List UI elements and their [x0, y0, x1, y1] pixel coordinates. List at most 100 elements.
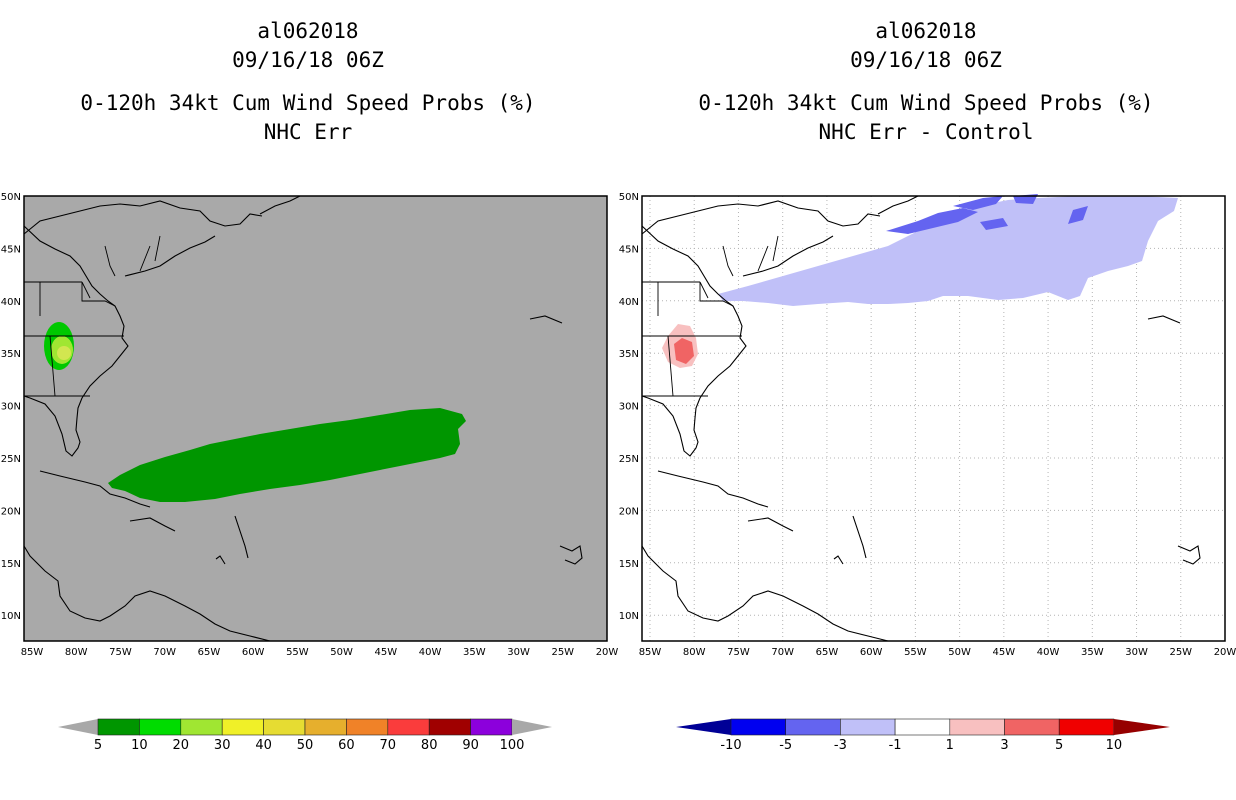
right-borders — [642, 235, 779, 397]
left-product-block: 0-120h 34kt Cum Wind Speed Probs (%) NHC… — [8, 89, 608, 147]
lat-label: 40N — [1, 297, 21, 308]
lat-label: 45N — [619, 244, 639, 255]
lat-label: 35N — [619, 349, 639, 360]
colorbar-label: -1 — [889, 738, 902, 753]
colorbar-label: 1 — [946, 738, 954, 753]
colorbar-label: 50 — [297, 738, 314, 753]
lat-label: 50N — [619, 192, 639, 203]
diff-negative-light — [718, 196, 1178, 306]
colorbar-swatch — [97, 718, 140, 736]
lon-label: 85W — [21, 647, 44, 658]
right-storm-id: al062018 — [875, 19, 977, 43]
lat-label: 20N — [1, 506, 21, 517]
lat-label: 15N — [1, 559, 21, 570]
lon-label: 20W — [596, 647, 618, 658]
colorbar-swatch — [785, 718, 841, 736]
left-colorbar-right-arrow — [512, 719, 552, 735]
lat-label: 45N — [1, 244, 21, 255]
lon-label: 60W — [242, 647, 265, 658]
colorbar-label: 40 — [255, 738, 272, 753]
colorbar-label: 5 — [1055, 738, 1063, 753]
right-title-block: al062018 09/16/18 06Z — [626, 17, 1226, 75]
left-map: 50N 45N 40N 35N 30N 25N 20N 15N 10N 85W 80W 75W 70W… — [1, 192, 618, 658]
lat-label: 20N — [619, 506, 639, 517]
left-title-block: al062018 09/16/18 06Z — [8, 17, 608, 75]
colorbar-label: 30 — [214, 738, 231, 753]
left-inland-blob — [44, 322, 74, 370]
lat-label: 10N — [619, 611, 639, 622]
lon-label: 20W — [1214, 647, 1236, 658]
colorbar-swatch — [840, 718, 896, 736]
left-storm-id: al062018 — [257, 19, 359, 43]
lon-label: 45W — [993, 647, 1016, 658]
right-colorbar-labels: -10 -5 -3 -1 1 3 5 10 — [720, 738, 1122, 753]
colorbar-label: 3 — [1000, 738, 1008, 753]
colorbar-label: 5 — [94, 738, 102, 753]
diff-negative-mid-5 — [980, 218, 1008, 230]
lon-label: 55W — [904, 647, 927, 658]
colorbar-swatch — [1004, 718, 1060, 736]
prob-swath-10-percent — [108, 408, 466, 502]
colorbar-swatch — [1058, 718, 1115, 736]
colorbar-label: 100 — [500, 738, 525, 753]
lon-label: 55W — [286, 647, 309, 658]
colorbar-swatch — [139, 718, 182, 736]
right-colorbar-left-arrow — [676, 719, 731, 735]
lon-label: 65W — [198, 647, 221, 658]
lon-label: 40W — [419, 647, 442, 658]
right-datetime: 09/16/18 06Z — [850, 48, 1002, 72]
right-map: 50N 45N 40N 35N 30N 25N 20N 15N 10N 85W 80W 75W 70W… — [619, 192, 1236, 658]
colorbar-swatch — [730, 718, 787, 736]
left-map-frame — [23, 195, 608, 642]
lon-label: 30W — [507, 647, 530, 658]
lat-label: 35N — [1, 349, 21, 360]
colorbar-swatch — [221, 718, 264, 736]
colorbar-swatch — [428, 718, 471, 736]
left-product-title: 0-120h 34kt Cum Wind Speed Probs (%) — [80, 91, 536, 115]
lat-label: 50N — [1, 192, 21, 203]
right-subtitle: NHC Err - Control — [818, 120, 1034, 144]
prob-blob-30 — [57, 346, 71, 360]
lon-label: 85W — [639, 647, 662, 658]
colorbar-label: -10 — [720, 738, 741, 753]
lon-label: 35W — [1081, 647, 1104, 658]
lon-label: 80W — [65, 647, 88, 658]
lon-label: 75W — [109, 647, 132, 658]
lon-label: 45W — [375, 647, 398, 658]
colorbar-label: 20 — [173, 738, 190, 753]
left-lat-labels: 50N 45N 40N 35N 30N 25N 20N 15N 10N — [1, 192, 21, 622]
right-colorbar: -10 -5 -3 -1 1 3 5 10 — [676, 718, 1170, 753]
right-product-block: 0-120h 34kt Cum Wind Speed Probs (%) NHC… — [626, 89, 1226, 147]
diff-positive-mid — [674, 338, 694, 364]
left-colorbar-left-arrow — [58, 719, 98, 735]
colorbar-swatch — [894, 718, 951, 736]
right-map-frame — [641, 195, 1226, 642]
left-colorbar-labels: 5 10 20 30 40 50 60 70 80 90 100 — [94, 738, 525, 753]
left-coastlines — [23, 195, 583, 642]
colorbar-label: -5 — [779, 738, 792, 753]
lon-label: 65W — [816, 647, 839, 658]
colorbar-label: 70 — [380, 738, 397, 753]
colorbar-swatch — [263, 718, 306, 736]
lat-label: 25N — [1, 454, 21, 465]
right-colorbar-right-arrow — [1114, 719, 1170, 735]
colorbar-label: 60 — [338, 738, 355, 753]
diff-negative-mid-2 — [953, 196, 1003, 210]
colorbar-swatch — [346, 718, 389, 736]
lon-label: 80W — [683, 647, 706, 658]
left-map-background — [24, 196, 607, 641]
left-colorbar-swatches — [97, 718, 513, 736]
lat-label: 25N — [619, 454, 639, 465]
left-subtitle: NHC Err — [263, 120, 353, 144]
lat-label: 15N — [619, 559, 639, 570]
lat-label: 40N — [619, 297, 639, 308]
right-lat-labels: 50N 45N 40N 35N 30N 25N 20N 15N 10N — [619, 192, 639, 622]
lon-label: 70W — [153, 647, 176, 658]
lon-label: 50W — [330, 647, 353, 658]
right-product-title: 0-120h 34kt Cum Wind Speed Probs (%) — [698, 91, 1154, 115]
lon-label: 70W — [771, 647, 794, 658]
colorbar-label: -3 — [834, 738, 847, 753]
colorbar-swatch — [304, 718, 347, 736]
lon-label: 40W — [1037, 647, 1060, 658]
lon-label: 75W — [727, 647, 750, 658]
